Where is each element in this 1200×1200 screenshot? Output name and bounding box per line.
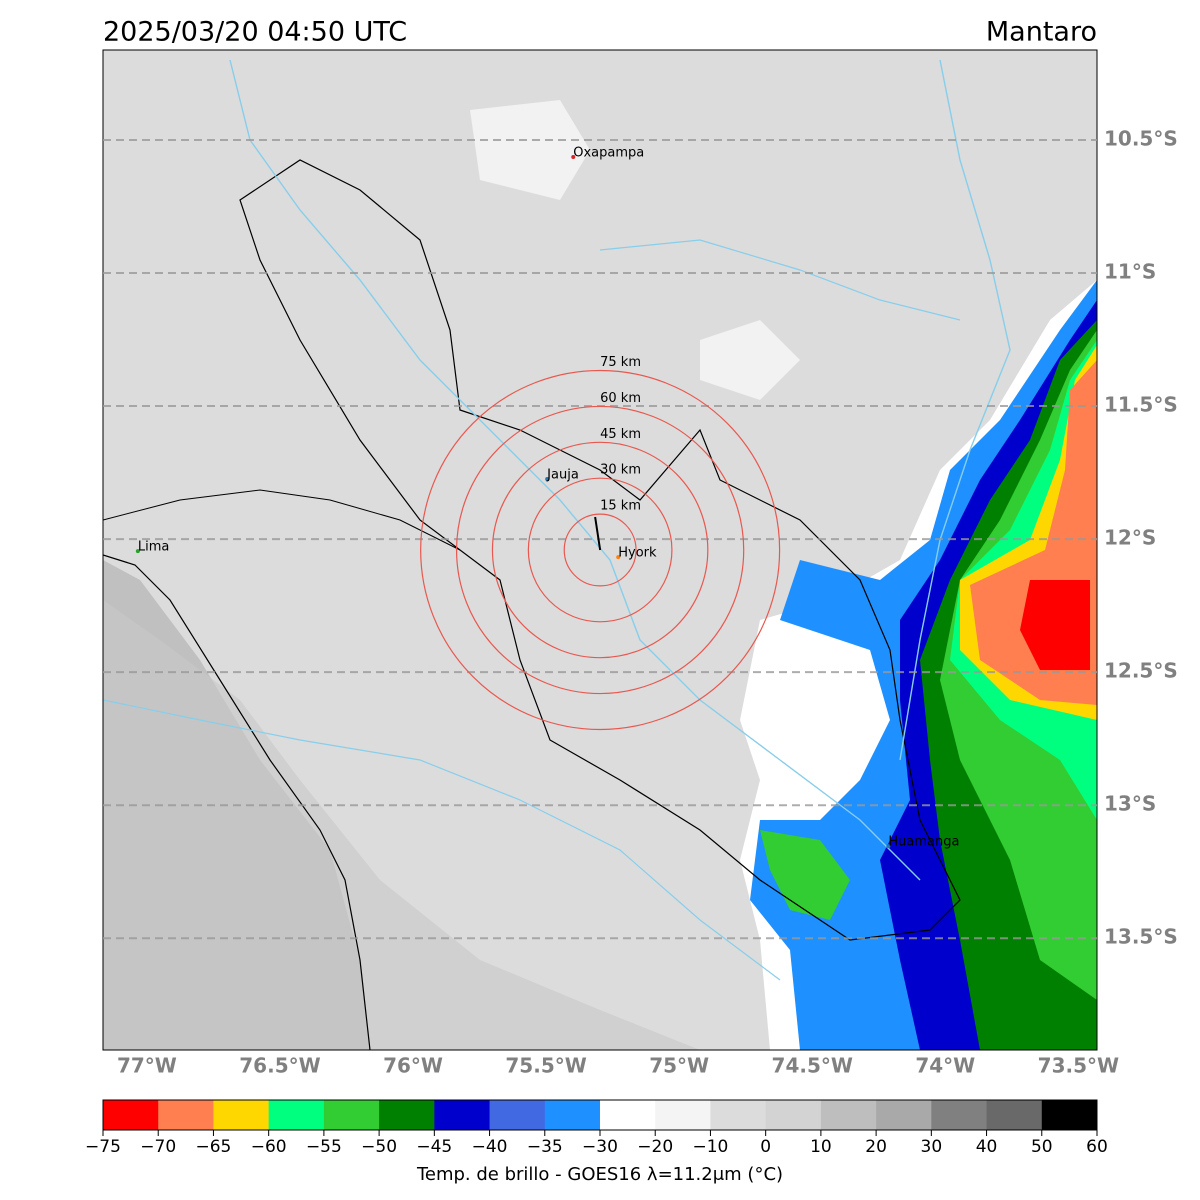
lat-tick-label: 10.5°S bbox=[1104, 126, 1178, 150]
place-name: Jauja bbox=[546, 467, 579, 482]
colorbar-cell bbox=[323, 1100, 380, 1130]
lon-tick-label: 74°W bbox=[915, 1054, 975, 1078]
range-ring bbox=[420, 369, 781, 731]
colorbar-cell bbox=[655, 1100, 711, 1130]
colorbar-cell bbox=[379, 1100, 435, 1130]
colorbar-tick-label: −50 bbox=[361, 1137, 397, 1157]
lat-tick-label: 12°S bbox=[1104, 526, 1156, 550]
lat-tick-label: 12.5°S bbox=[1104, 659, 1178, 683]
place-name: Lima bbox=[138, 540, 169, 555]
map-frame bbox=[102, 49, 1098, 1051]
colorbar-tick-label: 30 bbox=[921, 1137, 943, 1157]
place-marker bbox=[616, 555, 621, 560]
range-ring bbox=[491, 441, 709, 659]
ring-label: 15 km bbox=[600, 499, 641, 514]
colorbar-cell bbox=[213, 1100, 270, 1130]
range-ring bbox=[563, 513, 637, 587]
place-name: Huamanga bbox=[888, 835, 959, 850]
colorbar-cell bbox=[544, 1100, 601, 1130]
lon-tick-label: 76.5°W bbox=[239, 1054, 320, 1078]
place-marker bbox=[886, 844, 891, 849]
lon-tick-label: 77°W bbox=[117, 1054, 177, 1078]
range-ring bbox=[455, 405, 745, 695]
ring-label: 30 km bbox=[600, 463, 641, 478]
ring-label: 45 km bbox=[600, 427, 641, 442]
ring-label: 60 km bbox=[600, 391, 641, 406]
lat-tick-label: 13°S bbox=[1104, 792, 1156, 816]
lat-tick-label: 11°S bbox=[1104, 259, 1156, 283]
wind-vector bbox=[594, 516, 602, 551]
colorbar-tick-label: −55 bbox=[306, 1137, 342, 1157]
colorbar-tick-label: −10 bbox=[692, 1137, 728, 1157]
colorbar-tick-label: −45 bbox=[416, 1137, 452, 1157]
colorbar-tick-label: 40 bbox=[976, 1137, 998, 1157]
lon-tick-label: 74.5°W bbox=[772, 1054, 853, 1078]
lon-tick-label: 75°W bbox=[649, 1054, 709, 1078]
colorbar-cell bbox=[103, 1100, 159, 1130]
place-marker bbox=[545, 476, 550, 481]
colorbar-tick-label: −60 bbox=[251, 1137, 287, 1157]
colorbar-tick-label: 0 bbox=[760, 1137, 771, 1157]
place-marker bbox=[135, 549, 140, 554]
colorbar-tick-label: 60 bbox=[1086, 1137, 1108, 1157]
colorbar-tick-label: −35 bbox=[527, 1137, 563, 1157]
colorbar-tick-label: −20 bbox=[637, 1137, 673, 1157]
colorbar-cell bbox=[986, 1100, 1043, 1130]
colorbar-cell bbox=[1041, 1100, 1098, 1130]
colorbar-tick-label: −40 bbox=[472, 1137, 508, 1157]
colorbar-tick-label: −30 bbox=[582, 1137, 618, 1157]
place-marker bbox=[571, 154, 576, 159]
colorbar-cell bbox=[765, 1100, 822, 1130]
colorbar-tick-label: −75 bbox=[85, 1137, 121, 1157]
title: 2025/03/20 04:50 UTC bbox=[103, 17, 407, 48]
place-name: Hyork bbox=[618, 546, 657, 561]
colorbar-cell bbox=[600, 1100, 656, 1130]
map-lines bbox=[103, 59, 1011, 1050]
colorbar-cell bbox=[820, 1100, 877, 1130]
colorbar-label: Temp. de brillo - GOES16 λ=11.2μm (°C) bbox=[416, 1164, 783, 1185]
colorbar-tick-label: 10 bbox=[810, 1137, 832, 1157]
colorbar-cell bbox=[710, 1100, 767, 1130]
lon-tick-label: 76°W bbox=[383, 1054, 443, 1078]
colorbar-tick-label: −65 bbox=[195, 1137, 231, 1157]
colorbar-cell bbox=[876, 1100, 932, 1130]
colorbar-cell bbox=[931, 1100, 988, 1130]
lat-tick-label: 13.5°S bbox=[1104, 925, 1178, 949]
colorbar-tick-label: −70 bbox=[140, 1137, 176, 1157]
ring-label: 75 km bbox=[600, 355, 641, 370]
lon-tick-label: 73.5°W bbox=[1038, 1054, 1119, 1078]
colorbar-tick-label: 20 bbox=[865, 1137, 887, 1157]
lat-tick-label: 11.5°S bbox=[1104, 393, 1178, 417]
colorbar-cell bbox=[489, 1100, 546, 1130]
colorbar-cell bbox=[268, 1100, 325, 1130]
colorbar-tick-label: 50 bbox=[1031, 1137, 1053, 1157]
region-name: Mantaro bbox=[986, 17, 1097, 48]
place-name: Oxapampa bbox=[573, 145, 644, 160]
lon-tick-label: 75.5°W bbox=[505, 1054, 586, 1078]
colorbar-cell bbox=[434, 1100, 491, 1130]
range-ring bbox=[527, 477, 673, 623]
colorbar-cell bbox=[158, 1100, 214, 1130]
